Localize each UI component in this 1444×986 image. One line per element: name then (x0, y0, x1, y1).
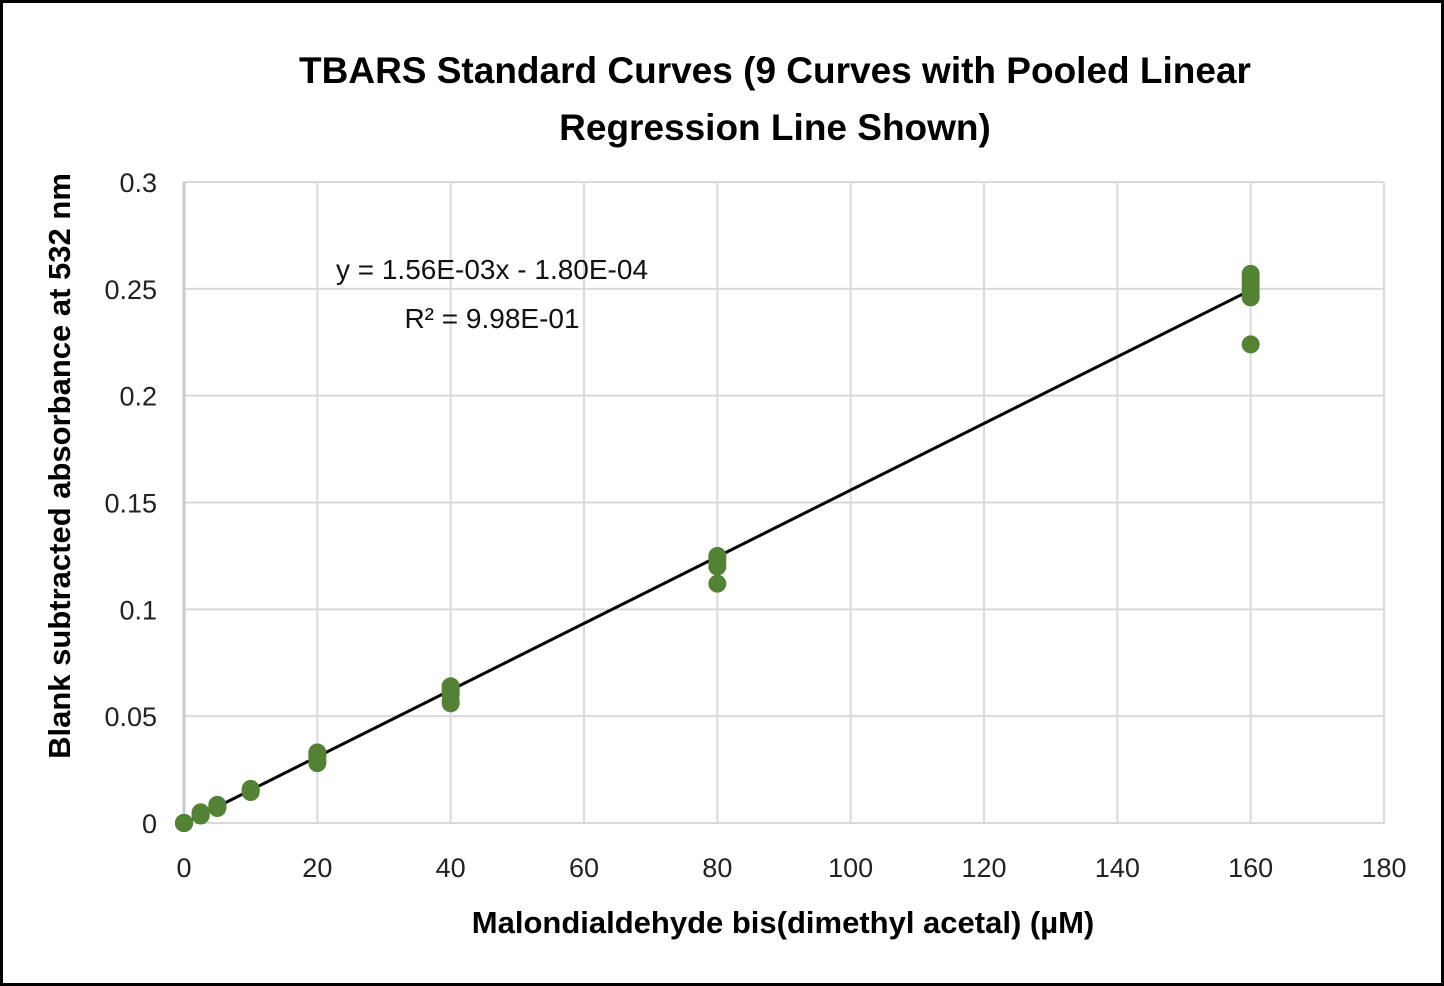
chart-title-line-2: Regression Line Shown) (559, 107, 991, 148)
y-tick-label: 0.05 (104, 702, 157, 732)
x-tick-label: 180 (1361, 853, 1406, 883)
x-tick-label: 60 (569, 853, 599, 883)
data-point (708, 549, 727, 568)
x-tick-label: 0 (176, 853, 191, 883)
gridlines (184, 181, 1385, 824)
data-point (441, 694, 460, 713)
data-point (191, 804, 210, 823)
y-tick-label: 0.3 (119, 168, 157, 198)
x-tick-label: 140 (1095, 853, 1140, 883)
y-tick-label: 0.2 (119, 382, 157, 412)
y-tick-label: 0 (142, 809, 157, 839)
tick-labels: 0 20 40 60 80 100 120 140 160 180 0 0.05 0.1 0.15 0.2 0… (104, 168, 1406, 883)
data-point (441, 679, 460, 698)
x-axis-title: Malondialdehyde bis(dimethyl acetal) (µM… (472, 905, 1094, 940)
y-tick-label: 0.25 (104, 275, 157, 305)
x-tick-label: 160 (1228, 853, 1273, 883)
data-point (708, 574, 727, 593)
data-point (1241, 288, 1260, 307)
x-tick-label: 40 (436, 853, 466, 883)
x-tick-label: 120 (961, 853, 1006, 883)
x-tick-label: 20 (302, 853, 332, 883)
data-point (308, 746, 327, 765)
x-tick-label: 80 (702, 853, 732, 883)
data-point (208, 797, 227, 816)
data-point (241, 780, 260, 799)
regression-equation: y = 1.56E-03x - 1.80E-04 (336, 254, 648, 285)
y-tick-label: 0.15 (104, 489, 157, 519)
y-tick-label: 0.1 (119, 595, 157, 625)
data-point (175, 814, 193, 832)
data-point (1241, 335, 1260, 354)
chart-title-line-1: TBARS Standard Curves (9 Curves with Poo… (299, 50, 1251, 91)
y-axis-title: Blank subtracted absorbance at 532 nm (42, 173, 77, 759)
x-tick-label: 100 (828, 853, 873, 883)
r-squared-label: R² = 9.98E-01 (404, 303, 579, 334)
data-points (175, 264, 1260, 832)
